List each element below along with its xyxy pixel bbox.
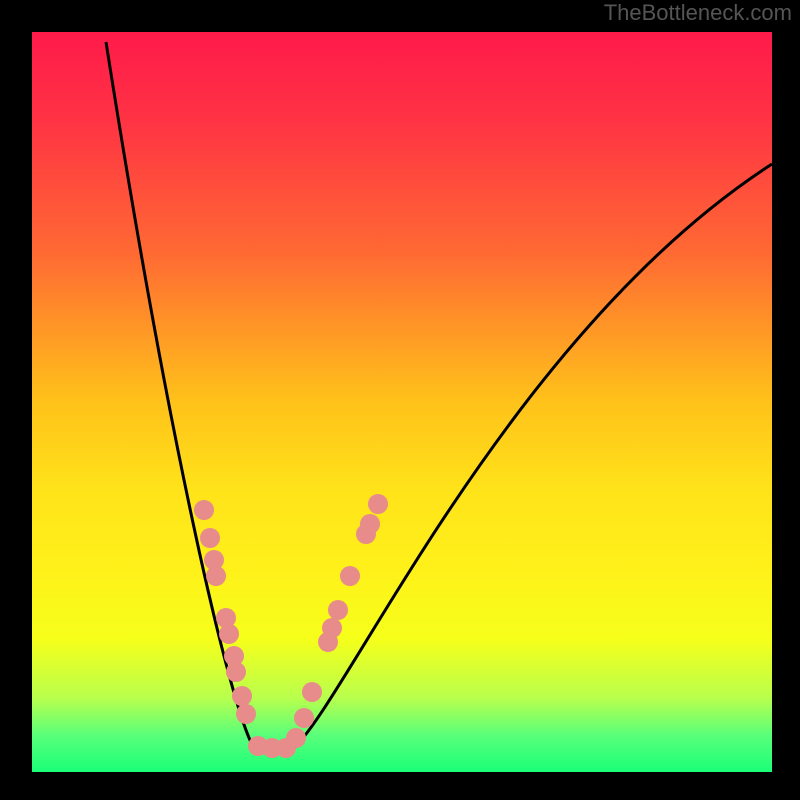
data-marker [360,514,380,534]
data-marker [294,708,314,728]
data-marker [206,566,226,586]
data-marker [328,600,348,620]
data-marker [236,704,256,724]
data-marker [286,728,306,748]
data-marker [302,682,322,702]
outer-container: TheBottleneck.com [0,0,800,800]
watermark-text: TheBottleneck.com [604,0,792,26]
data-marker [226,662,246,682]
data-marker [219,624,239,644]
data-marker [200,528,220,548]
data-marker [368,494,388,514]
chart-svg [0,0,800,800]
data-marker [232,686,252,706]
gradient-background [32,32,772,772]
data-marker [340,566,360,586]
data-marker [322,618,342,638]
data-marker [194,500,214,520]
